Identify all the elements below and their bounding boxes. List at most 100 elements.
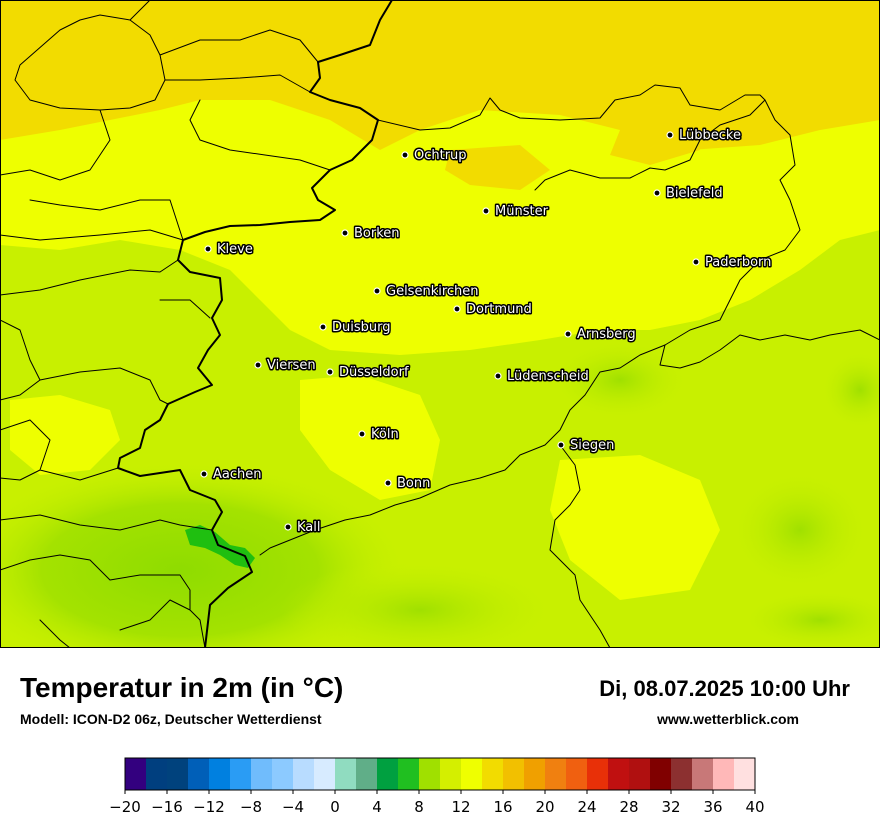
field-warm-north [0,0,880,150]
temperature-legend: −20 −16 −12 −8 −4 0 4 8 12 16 20 24 28 32 36 40 [109,757,765,816]
city-viersen: Viersen [254,357,317,375]
city-ochtrup: Ochtrup [401,147,468,165]
legend-swatch [524,758,546,790]
legend-tick-label: 36 [703,798,722,816]
city-dot [204,245,212,253]
legend-tick-label: −4 [282,798,304,816]
field-yellow-patch-rhine [300,375,440,500]
legend-swatch [188,758,210,790]
city-label: Düsseldorf [339,365,409,380]
legend-tick-label: −8 [240,798,262,816]
city-dot [666,131,674,139]
city-kleve: Kleve [204,241,254,259]
forecast-datetime: Di, 08.07.2025 10:00 Uhr [599,676,850,701]
city-dot [692,258,700,266]
city-label: Köln [371,427,399,442]
city-label: Bonn [397,476,430,491]
city-lüdenscheid: Lüdenscheid [494,368,590,386]
national-border [117,0,393,648]
city-label: Duisburg [332,320,391,335]
legend-swatch [440,758,462,790]
legend-swatch [629,758,651,790]
legend-swatch [566,758,588,790]
legend-swatch [734,758,756,790]
city-gelsenkirchen: Gelsenkirchen [373,283,480,301]
legend-tick-label: 20 [535,798,554,816]
city-label: Paderborn [705,255,771,270]
city-dot [341,229,349,237]
legend-tick-label: 16 [493,798,512,816]
field-green-east-4 [740,590,880,648]
legend-swatch [272,758,294,790]
field-green-southwest-2 [280,560,560,648]
legend-tick-label: 4 [372,798,382,816]
city-label: Kleve [217,242,253,257]
legend-swatch [335,758,357,790]
city-bielefeld: Bielefeld [653,185,724,203]
city-paderborn: Paderborn [692,254,773,272]
legend-swatch [482,758,504,790]
legend-tick-label: 32 [661,798,680,816]
legend-swatch [356,758,378,790]
legend-swatch [230,758,252,790]
legend-swatch [461,758,483,790]
state-border-south [259,344,666,556]
city-label: Siegen [570,438,614,453]
legend-swatch [146,758,168,790]
legend-swatch [398,758,420,790]
city-dot [284,523,292,531]
city-dot [401,151,409,159]
legend-swatch [650,758,672,790]
legend-swatch [692,758,714,790]
legend-swatch [314,758,336,790]
legend-tick-label: 0 [330,798,340,816]
city-dot [494,372,502,380]
city-label: Viersen [267,358,316,373]
website-link[interactable]: www.wetterblick.com [657,711,799,727]
legend-swatch [377,758,399,790]
city-düsseldorf: Düsseldorf [326,364,410,382]
city-köln: Köln [358,426,400,444]
legend-swatch [713,758,735,790]
legend-tick-label: 12 [451,798,470,816]
city-label: Münster [495,204,549,219]
legend-swatch [293,758,315,790]
field-green-east-3 [820,350,880,430]
city-münster: Münster [482,203,550,221]
city-dot [384,479,392,487]
legend-swatch [251,758,273,790]
legend-swatch [503,758,525,790]
legend-tick-label: 24 [577,798,596,816]
field-yellow-patch-east [550,455,720,600]
city-dot [200,470,208,478]
city-dot [564,330,572,338]
city-label: Ochtrup [414,148,467,163]
legend-swatch [545,758,567,790]
city-dot [319,323,327,331]
legend-frame [124,757,756,791]
city-dortmund: Dortmund [453,301,533,319]
city-markers: Lübbecke Ochtrup Bielefeld Münster Borken Kle… [200,127,773,537]
field-green-east-2 [730,470,870,590]
city-duisburg: Duisburg [319,319,392,337]
city-borken: Borken [341,225,401,243]
city-kall: Kall [284,519,322,537]
city-dot [482,207,490,215]
legend-swatch [209,758,231,790]
legend-tick-label: 8 [414,798,424,816]
legend-swatch [587,758,609,790]
field-yellow-patch-west [10,395,120,475]
legend-tick-label: −16 [151,798,183,816]
legend-swatch [167,758,189,790]
city-label: Dortmund [466,302,532,317]
city-label: Arnsberg [577,327,636,342]
map-title: Temperatur in 2m (in °C) [20,672,344,703]
legend-swatch [671,758,693,790]
city-dot [254,361,262,369]
state-border-southeast [549,444,611,648]
city-dot [358,430,366,438]
city-dot [326,368,334,376]
field-warm-patch-2 [610,120,700,165]
city-dot [373,287,381,295]
temperature-map: Lübbecke Ochtrup Bielefeld Münster Borken Kle… [0,0,880,648]
